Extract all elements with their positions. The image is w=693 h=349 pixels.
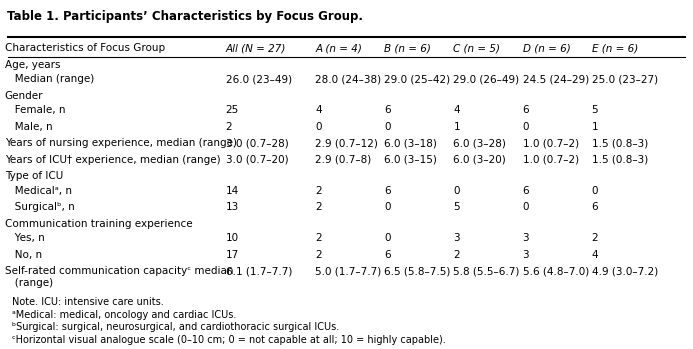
- Text: 6.0 (3–15): 6.0 (3–15): [385, 155, 437, 165]
- Text: Yes, n: Yes, n: [5, 233, 44, 243]
- Text: All (N = 27): All (N = 27): [226, 43, 286, 53]
- Text: 25: 25: [226, 105, 239, 116]
- Text: Medicalᵃ, n: Medicalᵃ, n: [5, 186, 72, 196]
- Text: 28.0 (24–38): 28.0 (24–38): [315, 74, 382, 84]
- Text: 13: 13: [226, 202, 239, 212]
- Text: 5: 5: [453, 202, 460, 212]
- Text: Surgicalᵇ, n: Surgicalᵇ, n: [5, 202, 75, 212]
- Text: 2: 2: [315, 202, 322, 212]
- Text: 17: 17: [226, 250, 239, 260]
- Text: Characteristics of Focus Group: Characteristics of Focus Group: [5, 43, 165, 53]
- Text: E (n = 6): E (n = 6): [592, 43, 638, 53]
- Text: 1: 1: [592, 122, 598, 132]
- Text: Female, n: Female, n: [5, 105, 65, 116]
- Text: ᵇSurgical: surgical, neurosurgical, and cardiothoracic surgical ICUs.: ᵇSurgical: surgical, neurosurgical, and …: [12, 322, 339, 332]
- Text: 0: 0: [523, 122, 529, 132]
- Text: 29.0 (26–49): 29.0 (26–49): [453, 74, 520, 84]
- Text: 2: 2: [592, 233, 598, 243]
- Text: Communication training experience: Communication training experience: [5, 218, 193, 229]
- Text: 1: 1: [453, 122, 460, 132]
- Text: Type of ICU: Type of ICU: [5, 171, 63, 181]
- Text: 6: 6: [523, 186, 529, 196]
- Text: ᵃMedical: medical, oncology and cardiac ICUs.: ᵃMedical: medical, oncology and cardiac …: [12, 310, 236, 320]
- Text: 4.9 (3.0–7.2): 4.9 (3.0–7.2): [592, 266, 658, 276]
- Text: 4: 4: [592, 250, 598, 260]
- Text: Median (range): Median (range): [5, 74, 94, 84]
- Text: Note. ICU: intensive care units.: Note. ICU: intensive care units.: [12, 297, 164, 307]
- Text: 1.0 (0.7–2): 1.0 (0.7–2): [523, 138, 579, 148]
- Text: 2.9 (0.7–8): 2.9 (0.7–8): [315, 155, 371, 165]
- Text: 2: 2: [315, 186, 322, 196]
- Text: 6: 6: [385, 105, 391, 116]
- Text: 25.0 (23–27): 25.0 (23–27): [592, 74, 658, 84]
- Text: 2: 2: [226, 122, 232, 132]
- Text: 6: 6: [385, 250, 391, 260]
- Text: 14: 14: [226, 186, 239, 196]
- Text: 6.0 (3–28): 6.0 (3–28): [453, 138, 507, 148]
- Text: Self-rated communication capacityᶜ median
   (range): Self-rated communication capacityᶜ media…: [5, 266, 234, 288]
- Text: ᶜHorizontal visual analogue scale (0–10 cm; 0 = not capable at all; 10 = highly : ᶜHorizontal visual analogue scale (0–10 …: [12, 335, 446, 345]
- Text: Table 1. Participants’ Characteristics by Focus Group.: Table 1. Participants’ Characteristics b…: [7, 10, 363, 23]
- Text: Years of nursing experience, median (range): Years of nursing experience, median (ran…: [5, 138, 237, 148]
- Text: 5.6 (4.8–7.0): 5.6 (4.8–7.0): [523, 266, 589, 276]
- Text: Male, n: Male, n: [5, 122, 53, 132]
- Text: 6.0 (3–20): 6.0 (3–20): [453, 155, 506, 165]
- Text: 4: 4: [453, 105, 460, 116]
- Text: 6.1 (1.7–7.7): 6.1 (1.7–7.7): [226, 266, 292, 276]
- Text: 0: 0: [523, 202, 529, 212]
- Text: 6.0 (3–18): 6.0 (3–18): [385, 138, 437, 148]
- Text: 5.8 (5.5–6.7): 5.8 (5.5–6.7): [453, 266, 520, 276]
- Text: 5.0 (1.7–7.7): 5.0 (1.7–7.7): [315, 266, 382, 276]
- Text: 0: 0: [385, 122, 391, 132]
- Text: 6.5 (5.8–7.5): 6.5 (5.8–7.5): [385, 266, 451, 276]
- Text: 1.5 (0.8–3): 1.5 (0.8–3): [592, 138, 648, 148]
- Text: 0: 0: [385, 202, 391, 212]
- Text: No, n: No, n: [5, 250, 42, 260]
- Text: 0: 0: [315, 122, 322, 132]
- Text: 5: 5: [592, 105, 598, 116]
- Text: 4: 4: [315, 105, 322, 116]
- Text: 3: 3: [523, 233, 529, 243]
- Text: 6: 6: [385, 186, 391, 196]
- Text: 6: 6: [592, 202, 598, 212]
- Text: Gender: Gender: [5, 91, 44, 101]
- Text: 6: 6: [523, 105, 529, 116]
- Text: 1.5 (0.8–3): 1.5 (0.8–3): [592, 155, 648, 165]
- Text: 3.0 (0.7–20): 3.0 (0.7–20): [226, 155, 288, 165]
- Text: A (n = 4): A (n = 4): [315, 43, 362, 53]
- Text: 0: 0: [592, 186, 598, 196]
- Text: Age, years: Age, years: [5, 60, 60, 69]
- Text: 10: 10: [226, 233, 239, 243]
- Text: 2: 2: [315, 233, 322, 243]
- Text: 2: 2: [315, 250, 322, 260]
- Text: 1.0 (0.7–2): 1.0 (0.7–2): [523, 155, 579, 165]
- Text: 3: 3: [523, 250, 529, 260]
- Text: D (n = 6): D (n = 6): [523, 43, 570, 53]
- Text: 0: 0: [453, 186, 460, 196]
- Text: 29.0 (25–42): 29.0 (25–42): [385, 74, 450, 84]
- Text: 3.0 (0.7–28): 3.0 (0.7–28): [226, 138, 288, 148]
- Text: C (n = 5): C (n = 5): [453, 43, 500, 53]
- Text: 2.9 (0.7–12): 2.9 (0.7–12): [315, 138, 378, 148]
- Text: 24.5 (24–29): 24.5 (24–29): [523, 74, 589, 84]
- Text: Years of ICU† experience, median (range): Years of ICU† experience, median (range): [5, 155, 220, 165]
- Text: 26.0 (23–49): 26.0 (23–49): [226, 74, 292, 84]
- Text: 3: 3: [453, 233, 460, 243]
- Text: 2: 2: [453, 250, 460, 260]
- Text: 0: 0: [385, 233, 391, 243]
- Text: B (n = 6): B (n = 6): [385, 43, 431, 53]
